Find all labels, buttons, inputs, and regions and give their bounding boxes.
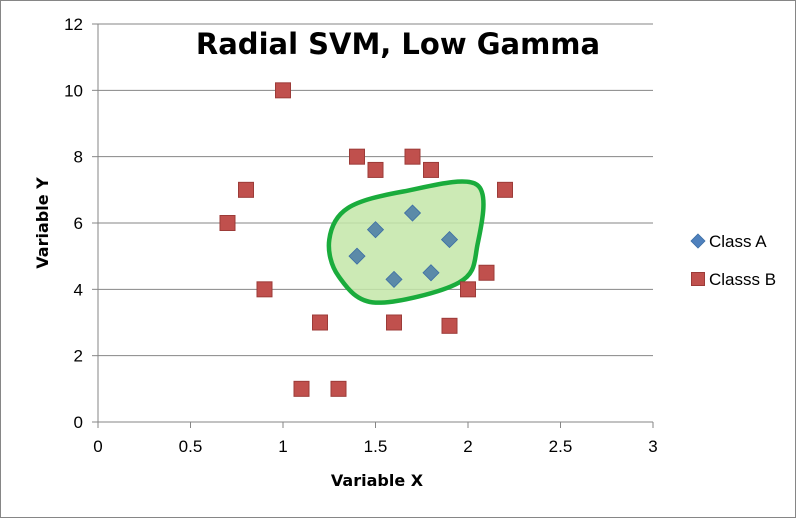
class-a-point — [440, 231, 459, 249]
class-a-point — [385, 270, 403, 288]
legend-label-class-a: Class A — [709, 232, 767, 251]
legend-label-class-b: Classs B — [709, 270, 776, 289]
class-b-point — [330, 380, 347, 397]
x-tick-label: 1 — [278, 437, 287, 456]
class-b-point — [404, 148, 421, 165]
x-tick-label: 0.5 — [179, 437, 203, 456]
class-b-point — [219, 215, 236, 231]
class-b-point — [386, 314, 402, 331]
class-b-point — [441, 317, 458, 334]
class-b-point — [460, 281, 476, 298]
x-tick-label: 1.5 — [364, 437, 388, 456]
class-b-point — [275, 82, 291, 99]
tick-labels: 0 2 4 6 8 10 12 0 0.5 1 1.5 2 2.5 3 — [64, 15, 658, 456]
class-b-point — [497, 181, 513, 198]
class-b-point — [478, 264, 495, 281]
chart-title: Radial SVM, Low Gamma — [196, 27, 600, 61]
legend-marker-class-b — [691, 272, 705, 286]
y-tick-label: 6 — [74, 214, 83, 233]
x-tick-label: 2 — [463, 437, 472, 456]
y-tick-label: 12 — [64, 15, 83, 34]
y-tick-label: 2 — [74, 347, 83, 366]
class-a-point — [366, 221, 385, 239]
class-a-point — [422, 264, 440, 282]
decision-region — [326, 179, 486, 305]
x-tick-label: 0 — [93, 437, 102, 456]
x-axis-title: Variable X — [331, 471, 424, 490]
y-tick-label: 8 — [74, 148, 83, 167]
y-tick-label: 4 — [74, 280, 83, 299]
x-tick-label: 2.5 — [549, 437, 573, 456]
axes — [92, 23, 654, 428]
y-tick-label: 10 — [64, 81, 83, 100]
class-b-point — [256, 281, 273, 298]
y-axis-title: Variable Y — [33, 177, 52, 269]
class-b-point — [312, 314, 328, 331]
y-tick-label: 0 — [74, 413, 83, 432]
class-b-point — [349, 148, 365, 165]
class-a-point — [403, 204, 422, 222]
class-a-point — [348, 247, 366, 265]
class-b-point — [367, 161, 384, 178]
data-points — [219, 82, 513, 397]
gridlines — [98, 23, 653, 357]
legend: Class A Classs B — [690, 232, 776, 289]
class-b-point — [423, 161, 439, 178]
legend-marker-class-a — [690, 233, 706, 249]
x-tick-label: 3 — [648, 437, 657, 456]
class-b-point — [238, 181, 254, 198]
class-b-point — [293, 380, 310, 397]
decision-boundary — [326, 179, 486, 305]
